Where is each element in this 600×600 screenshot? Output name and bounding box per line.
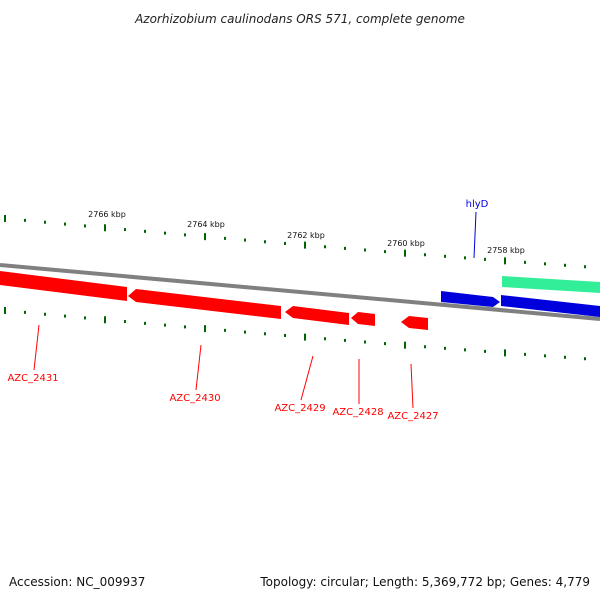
gene-arrow-azc-2428 bbox=[351, 312, 375, 326]
gene-arrow-forward bbox=[501, 295, 600, 317]
gene-arrow-forward bbox=[502, 276, 600, 293]
gene-leader-azc-2430 bbox=[195, 344, 202, 391]
gene-leader-azc-2431 bbox=[33, 324, 40, 371]
scale-ticks-outer bbox=[4, 214, 586, 269]
map-title: Azorhizobium caulinodans ORS 571, comple… bbox=[134, 12, 465, 26]
gene-label-azc-2427[interactable]: AZC_2427 bbox=[387, 411, 438, 422]
gene-leader-azc-2427 bbox=[410, 363, 414, 409]
gene-arrow-azc-2431 bbox=[0, 271, 127, 301]
gene-leader-hlyd bbox=[473, 211, 477, 259]
gene-label-azc-2428[interactable]: AZC_2428 bbox=[332, 407, 383, 418]
scale-tick-label: 2758 kbp bbox=[487, 246, 525, 255]
gene-label-azc-2430[interactable]: AZC_2430 bbox=[169, 393, 220, 404]
scale-tick-label: 2766 kbp bbox=[88, 210, 126, 219]
gene-arrow-azc-2430 bbox=[128, 289, 281, 319]
gene-label-azc-2431[interactable]: AZC_2431 bbox=[7, 373, 58, 384]
gene-arrow-hlyd bbox=[441, 291, 500, 307]
genome-backbone bbox=[0, 263, 600, 321]
genes-layer bbox=[0, 211, 600, 409]
gene-arrow-azc-2427 bbox=[401, 316, 428, 330]
scale-tick-label: 2764 kbp bbox=[187, 220, 225, 229]
scale-tick-label: 2760 kbp bbox=[387, 239, 425, 248]
gene-leader-azc-2429 bbox=[300, 355, 314, 401]
gene-label-hlyd[interactable]: hlyD bbox=[466, 199, 489, 210]
scale-ticks-inner bbox=[4, 306, 586, 361]
genome-summary-text: Topology: circular; Length: 5,369,772 bp… bbox=[259, 575, 590, 589]
accession-text: Accession: NC_009937 bbox=[9, 575, 145, 589]
scale-tick-label: 2762 kbp bbox=[287, 231, 325, 240]
gene-arrow-azc-2429 bbox=[285, 306, 349, 325]
gene-label-azc-2429[interactable]: AZC_2429 bbox=[274, 403, 325, 414]
